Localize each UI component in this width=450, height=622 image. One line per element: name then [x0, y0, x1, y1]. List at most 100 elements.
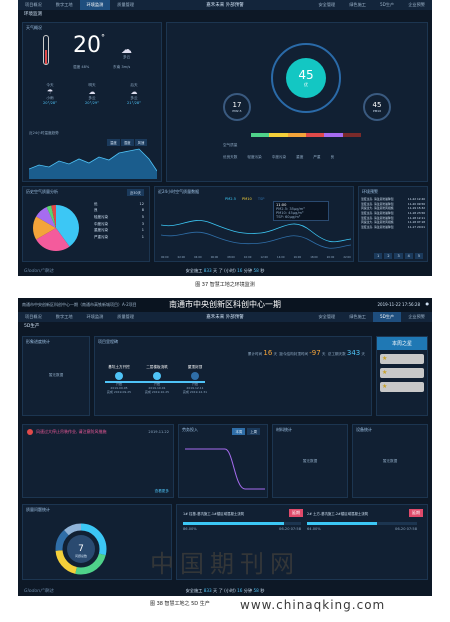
- page-3[interactable]: 3: [394, 253, 403, 259]
- tab-humidity[interactable]: 湿度: [120, 139, 134, 146]
- medal-icon: ★: [382, 369, 388, 376]
- milestone-node: 屋顶封顶 开始 2019.12.11 完成 2019.12.31: [182, 365, 208, 394]
- current-temp: 20°: [73, 33, 105, 58]
- forecast-day: 今天 ☂ 小雨 20°/28°: [43, 83, 57, 105]
- legend-item: 严重污染 1: [94, 234, 144, 239]
- pie-slice: [56, 205, 80, 247]
- page-2[interactable]: 2: [384, 253, 393, 259]
- pm25-gauge: 17 PM2.5: [223, 93, 251, 121]
- progress-stats-panel: 形象进度统计 暂无数据: [22, 336, 90, 416]
- alert-row[interactable]: 温度过高, 请注意防暑降温 11-22 12:40: [361, 197, 425, 202]
- footer-safety-days: 安全施工 833 天 了 (小时) 16 分钟 58 秒: [185, 588, 265, 593]
- donut-title: 质量问题统计: [26, 507, 50, 512]
- wind: 东南 3m/s: [113, 65, 131, 69]
- milestone-stats: 累计时间 16 天 距今结构封顶时间 -97 天 总工期天数 343 天: [247, 349, 365, 357]
- legend-item: 轻度污染 5: [94, 214, 144, 219]
- caption-fig38: 图 38 智慧工地之 5D 生产: [150, 601, 210, 607]
- aqi-panel: 45 优 17 PM2.5 45 PM10 空气质量 优良天数 轻度污染 中度污染重…: [166, 22, 428, 182]
- page-1[interactable]: 1: [374, 253, 383, 259]
- cloud-icon: ☁: [88, 88, 96, 96]
- device-panel: 设备统计 暂无数据: [352, 424, 428, 498]
- cloud-icon: ☁: [130, 88, 138, 96]
- page-4[interactable]: 4: [404, 253, 413, 259]
- tab-digital-site[interactable]: 数字工地: [55, 314, 73, 319]
- tab-overview[interactable]: 项目概况: [25, 314, 42, 319]
- aqi-pie-chart: [33, 205, 80, 251]
- quality-donut-panel: 质量问题统计 7 问题总数: [22, 504, 172, 580]
- alert-row[interactable]: 温度过高, 请注意防暑降温 11-18 12:11: [361, 215, 425, 220]
- humidity: 湿度 48%: [73, 65, 90, 69]
- warning-icon: [27, 429, 33, 435]
- aqi-scale: [251, 133, 361, 137]
- this-week-button[interactable]: 本周: [232, 428, 246, 435]
- star-title: 本周之星: [377, 337, 427, 350]
- tab-warning[interactable]: 企业预警: [408, 2, 425, 7]
- range-button[interactable]: 近30天: [126, 189, 144, 196]
- task-card[interactable]: 1# 柱基-基坑施工-1#楼区域混凝土浇筑 86.00% 06-20 07:58: [183, 512, 301, 531]
- pie-slice: [36, 228, 70, 251]
- tab-safety[interactable]: 安全管理: [318, 2, 336, 7]
- star-panel: 本周之星 ★ ★ ★: [376, 336, 428, 416]
- page-5[interactable]: 5: [414, 253, 423, 259]
- tab-green[interactable]: 绿色施工: [349, 2, 366, 7]
- tab-digital-site[interactable]: 数字工地: [55, 2, 73, 7]
- delay-button[interactable]: 延期: [409, 509, 423, 517]
- tab-safety[interactable]: 安全管理: [318, 314, 336, 319]
- legend-item: 中度污染 3: [94, 221, 144, 226]
- legend-item: 优 12: [94, 201, 144, 206]
- pm10-gauge: 45 PM10: [363, 93, 391, 121]
- section-title: 环境监测: [24, 12, 42, 17]
- tab-wind[interactable]: 风速: [134, 139, 148, 146]
- tab-environment[interactable]: 环境监测: [86, 314, 104, 319]
- alert-row[interactable]: 风速过大停止吊装作业, 请注意防风措施 2019.11.22: [27, 429, 169, 435]
- material-panel: 材料统计 暂无数据: [272, 424, 348, 498]
- tab-green[interactable]: 绿色施工: [349, 314, 366, 319]
- cloud-icon: ☁: [121, 43, 132, 56]
- legend-item: 重度污染 1: [94, 228, 144, 233]
- alert-row[interactable]: 风速过大, 请注意防风措施 11-18 07:18: [361, 220, 425, 225]
- labor-toggle: 本周 上周: [232, 428, 261, 435]
- top-nav: 项目概况 数字工地 环境监测 质量管理 嘉禾未来 外部预警 安全管理 绿色施工 …: [18, 0, 432, 10]
- pie-slice: [33, 216, 56, 240]
- screenshot-5d: 南通市中央创新区科创中心一期（南通市高铁新城项目）A-2项目 南通市中央创新区科…: [18, 298, 432, 596]
- page-title: 南通市中央创新区科创中心一期: [169, 300, 281, 309]
- tab-warning[interactable]: 企业预警: [408, 314, 425, 319]
- watermark-url: www.chinaqking.com: [240, 598, 386, 612]
- tab-environment[interactable]: 环境监测: [79, 0, 111, 10]
- alert-row[interactable]: 温度过高, 请注意防暑降温 11-17 20:01: [361, 224, 425, 229]
- pie-slice: [51, 205, 56, 228]
- tab-quality[interactable]: 质量管理: [117, 2, 135, 7]
- datetime: 2019-11-22 17:56:28: [377, 302, 420, 307]
- tab-temp[interactable]: 温度: [107, 139, 120, 146]
- tab-overview[interactable]: 项目概况: [25, 2, 42, 7]
- forecast-day: 后天 ☁ 多云 21°/28°: [127, 83, 141, 105]
- user-icon[interactable]: ●: [425, 301, 430, 306]
- forecast-day: 明天 ☁ 多云 20°/29°: [85, 83, 99, 105]
- alerts-title: 环境预警: [362, 189, 378, 194]
- section-title: 5D生产: [24, 324, 40, 329]
- chart-tooltip: 11:00 PM2.5: 35μg/m³ PM10: 45μg/m³ TSP: …: [273, 201, 329, 221]
- tab-5d[interactable]: 5D生产: [372, 312, 402, 322]
- project-selector[interactable]: 南通市中央创新区科创中心一期（南通市高铁新城项目）A-2项目: [22, 302, 137, 307]
- tab-quality[interactable]: 质量管理: [117, 314, 135, 319]
- tab-5d[interactable]: 5D生产: [379, 2, 395, 7]
- last-week-button[interactable]: 上周: [247, 428, 260, 435]
- alert-row[interactable]: 温度过高, 请注意防暑降温 11-18 23:56: [361, 211, 425, 216]
- pie-slice: [46, 205, 56, 228]
- alert-row[interactable]: 温度过高, 请注意防暑降温 11-20 09:56: [361, 201, 425, 206]
- star-row: ★: [380, 354, 424, 364]
- task-card[interactable]: 2# 土方-基坑施工-2#楼区域混凝土浇筑 64.00% 06-20 07:58: [307, 512, 417, 531]
- alert-row[interactable]: 风速过大, 请注意防风措施 11-19 15:32: [361, 206, 425, 211]
- aqi-sub: 空气质量: [223, 143, 238, 147]
- delay-button[interactable]: 延期: [289, 509, 303, 517]
- aqi-legend: 优良天数 轻度污染 中度污染 重度 严重良: [223, 155, 335, 159]
- weather-panel: 天气概况 20° ☁ 多云 湿度 48% 东南 3m/s 今天 ☂ 小雨 20°…: [22, 22, 162, 182]
- weather-desc: 多云: [123, 55, 131, 59]
- temp-trend-chart: [29, 148, 157, 179]
- aqi-line-chart: [161, 220, 351, 249]
- more-link[interactable]: 查看更多: [154, 489, 169, 493]
